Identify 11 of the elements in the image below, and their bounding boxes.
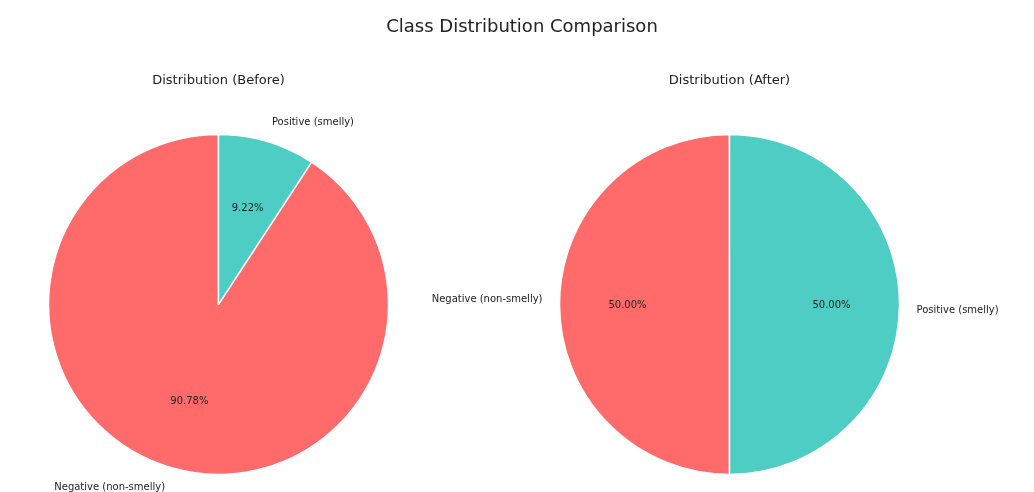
slice-label: Negative (non-smelly) [431, 293, 543, 305]
text: Class Distribution Comparison [386, 14, 658, 38]
chart-title: Distribution (After) [668, 71, 791, 87]
slice-label: Positive (smelly) [916, 304, 999, 316]
slice-label: Negative (non-smelly) [54, 481, 166, 492]
data-label: 50.00% [608, 298, 647, 310]
data-label: 9.22% [231, 202, 264, 214]
data-label: 90.78% [170, 395, 209, 407]
slice-label: Positive (smelly) [271, 116, 355, 128]
data-label: 50.00% [812, 298, 851, 310]
chart-title: Distribution (Before) [152, 71, 285, 87]
